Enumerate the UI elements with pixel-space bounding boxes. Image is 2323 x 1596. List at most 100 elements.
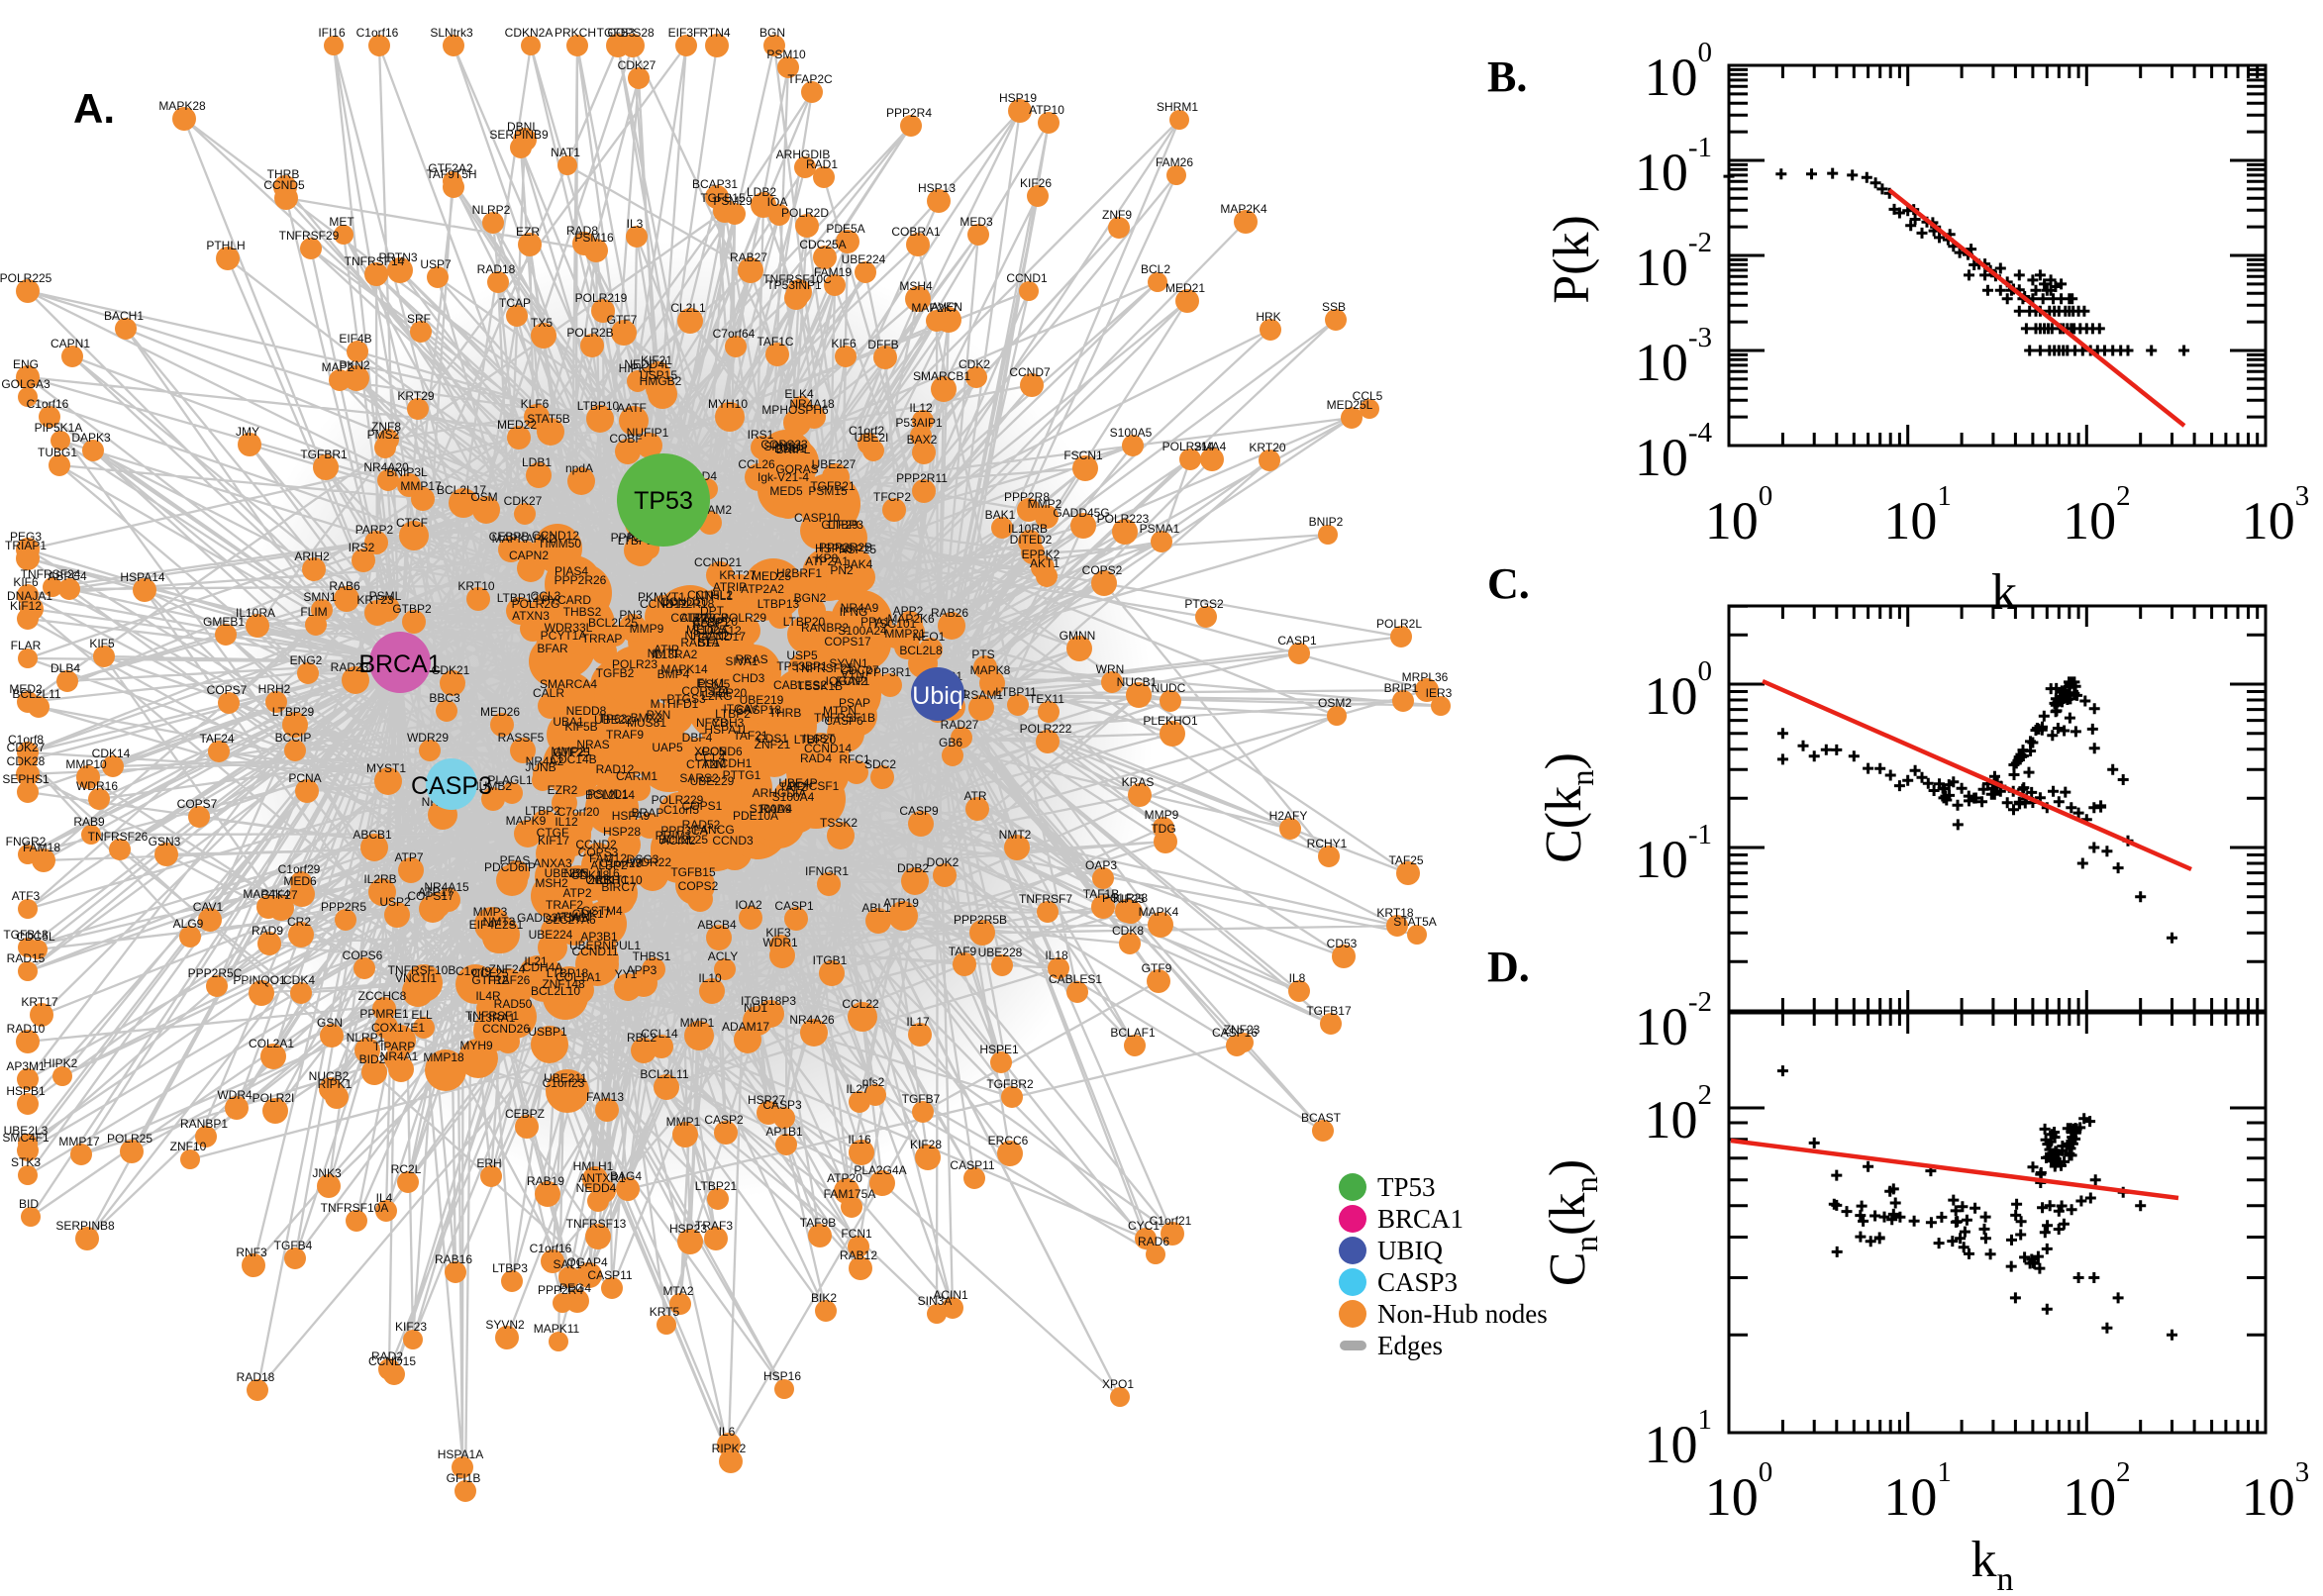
svg-text:ANTXR1: ANTXR1 [578,1171,626,1185]
svg-text:CCND14: CCND14 [804,742,852,755]
svg-text:HSPB1: HSPB1 [6,1084,46,1098]
svg-text:FAM26: FAM26 [1156,155,1193,169]
svg-text:CAPN1: CAPN1 [50,337,90,350]
svg-text:SMARCA4: SMARCA4 [540,677,597,691]
svg-text:POLR2D: POLR2D [781,206,829,220]
svg-text:UBE2I: UBE2I [855,431,889,445]
svg-text:LTBP3: LTBP3 [492,1261,528,1275]
svg-text:LTBP20: LTBP20 [794,733,837,747]
svg-text:POLR2I: POLR2I [252,1091,295,1105]
svg-text:EIF4B: EIF4B [339,332,371,346]
svg-text:CCND6: CCND6 [701,745,743,758]
svg-text:C7orf20: C7orf20 [557,805,600,819]
svg-text:TAF1B: TAF1B [1083,887,1119,901]
svg-text:ACIN2: ACIN2 [660,834,696,848]
svg-text:UBE224: UBE224 [529,928,573,942]
svg-text:IL10RB: IL10RB [1008,522,1048,536]
svg-text:C1orf21: C1orf21 [1150,1214,1192,1228]
svg-text:IL17: IL17 [906,1015,930,1029]
svg-text:EIF4E2S1: EIF4E2S1 [469,918,524,932]
svg-text:ENG: ENG [13,357,39,371]
svg-text:C1orf2: C1orf2 [849,424,884,438]
svg-text:PSM10: PSM10 [766,48,806,61]
svg-text:TNFRSF29: TNFRSF29 [279,229,340,243]
svg-text:POLR222: POLR222 [1020,722,1072,736]
svg-text:RAD4: RAD4 [800,751,832,765]
svg-text:PPP2R4: PPP2R4 [886,106,932,120]
svg-text:CHD3: CHD3 [733,671,765,685]
svg-text:ATR: ATR [963,789,986,803]
svg-text:IL27: IL27 [846,1082,869,1096]
svg-text:COPS2: COPS2 [1082,563,1123,577]
svg-text:CCND17: CCND17 [698,630,746,644]
svg-text:TGFB17: TGFB17 [1306,1004,1352,1018]
svg-text:SMN1: SMN1 [303,590,337,604]
svg-text:ELK4: ELK4 [784,387,814,401]
svg-text:MSH4: MSH4 [899,279,933,293]
svg-text:CTGF: CTGF [537,826,569,840]
svg-text:DOK2: DOK2 [927,855,960,869]
svg-text:WRN: WRN [1096,662,1125,676]
svg-text:PSM15: PSM15 [808,484,848,498]
svg-text:DLB4: DLB4 [50,661,80,675]
svg-text:ATXN3: ATXN3 [512,609,550,623]
svg-text:BID2: BID2 [359,1052,386,1066]
svg-text:H2AFY: H2AFY [1269,809,1308,823]
svg-text:L2RG: L2RG [701,689,732,703]
svg-text:BCL2L17: BCL2L17 [437,483,486,497]
svg-text:BCAP31: BCAP31 [692,177,738,191]
svg-text:POLR29: POLR29 [721,611,766,625]
svg-text:BCL2L8: BCL2L8 [899,644,943,657]
svg-text:CCND7: CCND7 [1009,365,1051,379]
svg-text:MAPK4: MAPK4 [1139,905,1179,919]
svg-text:RFC1: RFC1 [839,752,870,766]
svg-text:THBS2: THBS2 [563,605,602,619]
svg-text:GMNN: GMNN [1060,629,1096,643]
svg-text:GOLGA3: GOLGA3 [1,377,50,391]
svg-text:RC2L: RC2L [391,1162,422,1176]
svg-text:TNFRSF13: TNFRSF13 [566,1217,627,1231]
svg-text:TRAF9: TRAF9 [606,728,644,742]
svg-text:Igk-V21-4: Igk-V21-4 [758,470,809,484]
svg-text:PSAP: PSAP [839,696,870,710]
svg-text:SRF: SRF [407,312,431,326]
svg-text:IFNGR1: IFNGR1 [805,864,849,878]
svg-text:COPS6: COPS6 [343,948,383,962]
svg-text:TGFB21: TGFB21 [810,479,856,493]
svg-text:FAM18: FAM18 [23,841,60,854]
svg-text:RAD10: RAD10 [7,1022,46,1036]
svg-text:RAB27: RAB27 [730,250,767,264]
svg-text:EIF3F: EIF3F [668,26,701,40]
svg-text:CASP3: CASP3 [411,772,492,800]
svg-text:PPP2R8: PPP2R8 [1004,490,1050,504]
svg-text:PTTG1: PTTG1 [723,768,761,782]
svg-text:TRRAP: TRRAP [582,632,623,646]
svg-text:CASP6: CASP6 [824,714,863,728]
svg-text:MMP17: MMP17 [58,1135,100,1148]
svg-text:NUMB2: NUMB2 [470,779,512,793]
svg-text:COL1A1: COL1A1 [556,970,601,984]
svg-text:ATP20: ATP20 [827,1171,862,1185]
svg-text:CARM1: CARM1 [616,769,657,783]
svg-text:BNIP2: BNIP2 [1309,515,1344,529]
svg-text:TAF1C: TAF1C [757,335,793,349]
svg-text:TGFB15: TGFB15 [670,865,716,879]
svg-text:ATP2A2: ATP2A2 [741,582,784,596]
svg-text:TP53INP1: TP53INP1 [766,278,822,292]
svg-text:OAP3: OAP3 [1085,858,1117,872]
svg-text:STK3: STK3 [11,1155,41,1169]
svg-text:BCL2L10: BCL2L10 [531,984,580,998]
svg-text:TRIAP1: TRIAP1 [5,539,47,552]
svg-text:IL12: IL12 [555,815,578,829]
svg-text:USBP1: USBP1 [528,1025,567,1039]
svg-text:TAF9: TAF9 [949,945,977,958]
svg-text:MAP2K7: MAP2K7 [911,301,959,315]
svg-text:CCL12: CCL12 [670,611,708,625]
svg-text:RAD18: RAD18 [237,1370,275,1384]
svg-text:SF1: SF1 [698,636,720,649]
svg-text:S100A4: S100A4 [772,790,815,804]
svg-text:RASSF5: RASSF5 [498,731,545,745]
svg-text:RAB6: RAB6 [329,579,360,593]
svg-text:ORBIT1: ORBIT1 [585,873,629,887]
svg-text:EPPK2: EPPK2 [1022,548,1060,561]
